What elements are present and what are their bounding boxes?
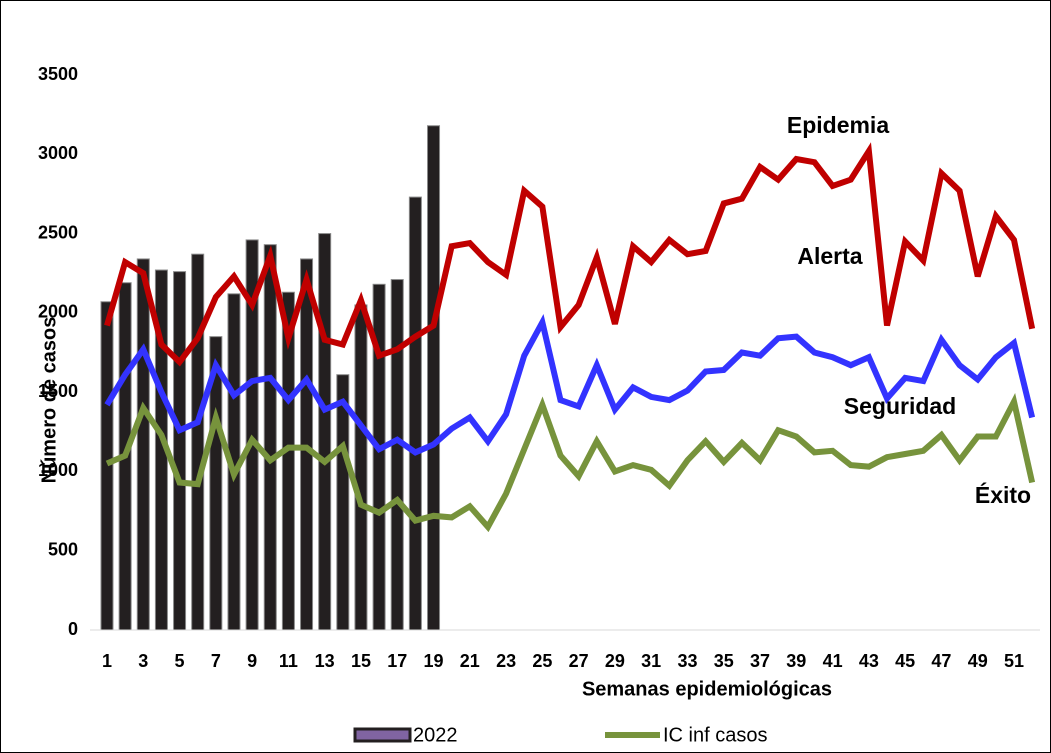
bar	[136, 258, 150, 631]
x-tick-label: 9	[247, 651, 257, 671]
x-tick-label: 15	[351, 651, 371, 671]
y-tick-label: 2000	[38, 302, 78, 322]
x-tick-label: 21	[460, 651, 480, 671]
bar	[390, 279, 404, 631]
x-tick-label: 5	[175, 651, 185, 671]
x-tick-label: 47	[931, 651, 951, 671]
y-tick-label: 1500	[38, 381, 78, 401]
x-tick-label: 39	[786, 651, 806, 671]
annotation: Alerta	[797, 243, 862, 269]
legend-label: 2022	[413, 724, 458, 746]
legend-swatch	[353, 727, 412, 743]
annotation: Epidemia	[787, 112, 889, 138]
line	[104, 142, 1036, 367]
x-axis-label: Semanas epidemiológicas	[582, 678, 832, 700]
x-tick-label: 25	[532, 651, 552, 671]
bar	[173, 271, 187, 631]
x-tick-label: 19	[424, 651, 444, 671]
annotation: Seguridad	[844, 393, 956, 419]
y-tick-label: 1000	[38, 460, 78, 480]
bar	[427, 125, 441, 631]
x-tick-label: 45	[895, 651, 915, 671]
x-tick-label: 1	[102, 651, 112, 671]
y-axis-label: Número de casos	[38, 317, 60, 484]
y-tick-label: 500	[48, 539, 78, 559]
x-tick-label: 23	[496, 651, 516, 671]
bar	[318, 233, 332, 631]
x-tick-label: 51	[1004, 651, 1024, 671]
bar	[300, 258, 314, 631]
bar	[354, 304, 368, 631]
bar	[263, 244, 277, 631]
x-tick-label: 33	[677, 651, 697, 671]
bar	[100, 301, 114, 631]
y-tick-label: 3500	[38, 64, 78, 84]
x-tick-label: 29	[605, 651, 625, 671]
x-tick-label: 27	[569, 651, 589, 671]
x-tick-label: 13	[315, 651, 335, 671]
bar	[191, 253, 205, 631]
x-tick-label: 35	[714, 651, 734, 671]
y-tick-label: 3000	[38, 143, 78, 163]
x-tick-label: 17	[387, 651, 407, 671]
y-tick-label: 2500	[38, 222, 78, 242]
annotation: Éxito	[975, 481, 1031, 508]
x-tick-label: 43	[859, 651, 879, 671]
x-tick-label: 11	[279, 651, 298, 671]
bar	[336, 374, 350, 631]
x-tick-label: 3	[138, 651, 148, 671]
line	[105, 392, 1036, 533]
x-tick-label: 49	[968, 651, 988, 671]
y-tick-label: 0	[68, 619, 78, 639]
line	[104, 314, 1036, 456]
x-tick-label: 31	[641, 651, 661, 671]
x-tick-label: 7	[211, 651, 221, 671]
x-tick-label: 41	[823, 651, 843, 671]
legend-label: IC inf casos	[663, 724, 767, 746]
x-tick-label: 37	[750, 651, 770, 671]
bar	[408, 196, 422, 631]
